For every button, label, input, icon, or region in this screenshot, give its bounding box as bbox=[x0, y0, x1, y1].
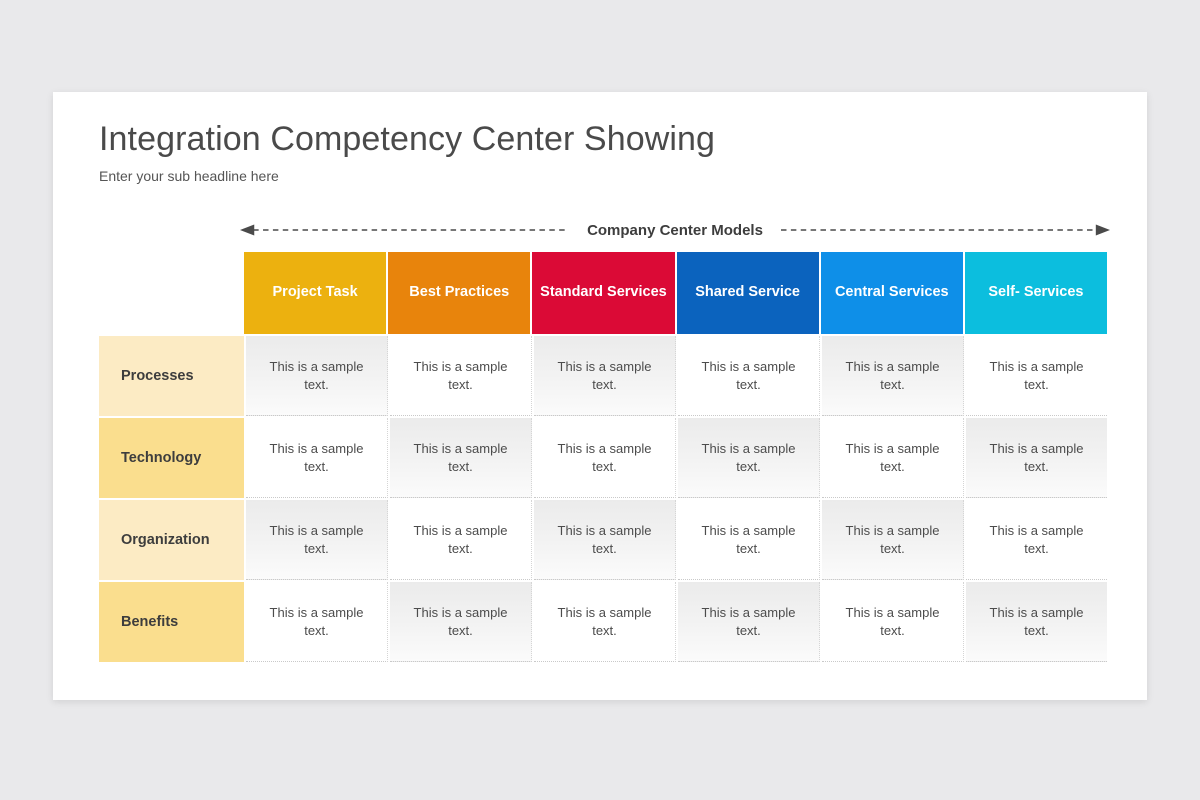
matrix-cell[interactable]: This is a sample text. bbox=[966, 582, 1107, 662]
matrix-body: Processes This is a sample text. This is a… bbox=[99, 336, 1107, 662]
company-center-models-banner: Company Center Models bbox=[240, 218, 1110, 242]
matrix-cell[interactable]: This is a sample text. bbox=[678, 418, 820, 498]
matrix-cell[interactable]: This is a sample text. bbox=[390, 500, 532, 580]
matrix-row-label[interactable]: Benefits bbox=[99, 582, 244, 662]
matrix-cell[interactable]: This is a sample text. bbox=[966, 418, 1107, 498]
matrix-column-header[interactable]: Self- Services bbox=[964, 252, 1108, 334]
matrix-cell[interactable]: This is a sample text. bbox=[678, 582, 820, 662]
matrix-column-header[interactable]: Shared Service bbox=[676, 252, 819, 334]
matrix-header-row: Project Task Best Practices Standard Servi… bbox=[99, 252, 1108, 334]
matrix-row-label[interactable]: Organization bbox=[99, 500, 244, 580]
table-row: Benefits This is a sample text. This is a … bbox=[99, 582, 1107, 662]
matrix-cell[interactable]: This is a sample text. bbox=[678, 500, 820, 580]
matrix-cell[interactable]: This is a sample text. bbox=[390, 582, 532, 662]
matrix-cell[interactable]: This is a sample text. bbox=[246, 336, 388, 416]
table-row: Organization This is a sample text. This i… bbox=[99, 500, 1107, 580]
matrix-cell[interactable]: This is a sample text. bbox=[246, 418, 388, 498]
matrix-cell[interactable]: This is a sample text. bbox=[966, 500, 1107, 580]
matrix-cell[interactable]: This is a sample text. bbox=[822, 582, 964, 662]
matrix-row-label[interactable]: Technology bbox=[99, 418, 244, 498]
matrix-cell[interactable]: This is a sample text. bbox=[822, 418, 964, 498]
matrix-cell[interactable]: This is a sample text. bbox=[534, 582, 676, 662]
heading-block: Integration Competency Center Showing En… bbox=[99, 119, 999, 184]
matrix-column-header[interactable]: Central Services bbox=[820, 252, 963, 334]
matrix-cell[interactable]: This is a sample text. bbox=[822, 336, 964, 416]
matrix-cell[interactable]: This is a sample text. bbox=[966, 336, 1107, 416]
matrix-row-label[interactable]: Processes bbox=[99, 336, 244, 416]
arrow-right-icon bbox=[780, 224, 1110, 236]
matrix-cell[interactable]: This is a sample text. bbox=[246, 500, 388, 580]
arrow-left-icon bbox=[240, 224, 570, 236]
table-row: Processes This is a sample text. This is a… bbox=[99, 336, 1107, 416]
slide-canvas: Integration Competency Center Showing En… bbox=[53, 92, 1147, 700]
matrix-column-header[interactable]: Standard Services bbox=[532, 252, 675, 334]
matrix-column-header[interactable]: Project Task bbox=[244, 252, 387, 334]
matrix-cell[interactable]: This is a sample text. bbox=[534, 336, 676, 416]
page-title: Integration Competency Center Showing bbox=[99, 120, 716, 158]
page-subtitle: Enter your sub headline here bbox=[99, 168, 279, 185]
competency-matrix: Project Task Best Practices Standard Servi… bbox=[99, 252, 1108, 662]
matrix-cell[interactable]: This is a sample text. bbox=[822, 500, 964, 580]
table-row: Technology This is a sample text. This is … bbox=[99, 418, 1107, 498]
matrix-cell[interactable]: This is a sample text. bbox=[534, 418, 676, 498]
matrix-column-header[interactable]: Best Practices bbox=[388, 252, 531, 334]
matrix-cell[interactable]: This is a sample text. bbox=[390, 418, 532, 498]
matrix-corner-cell bbox=[99, 252, 244, 334]
matrix-cell[interactable]: This is a sample text. bbox=[534, 500, 676, 580]
banner-label: Company Center Models bbox=[587, 221, 763, 239]
matrix-cell[interactable]: This is a sample text. bbox=[390, 336, 532, 416]
matrix-cell[interactable]: This is a sample text. bbox=[678, 336, 820, 416]
matrix-cell[interactable]: This is a sample text. bbox=[246, 582, 388, 662]
